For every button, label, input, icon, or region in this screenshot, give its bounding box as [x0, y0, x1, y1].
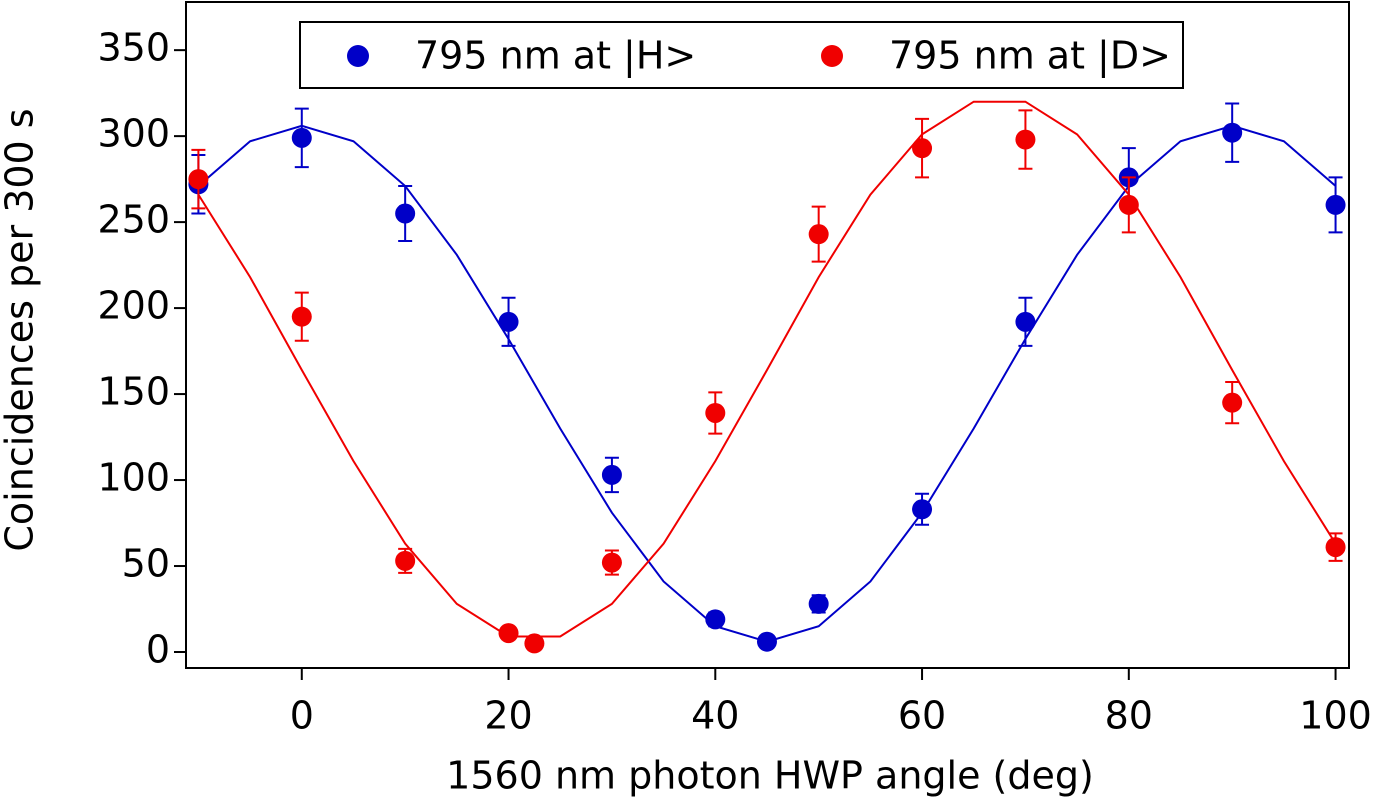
- y-tick-label: 200: [97, 284, 170, 328]
- data-point: [1222, 392, 1243, 413]
- legend-marker: [821, 45, 843, 67]
- data-point: [498, 311, 519, 332]
- data-point: [291, 127, 312, 148]
- x-tick-label: 100: [1299, 694, 1372, 738]
- y-tick-label: 0: [146, 628, 170, 672]
- data-point: [1325, 537, 1346, 558]
- fit-curve: [197, 100, 1337, 638]
- plot-frame: [185, 1, 1350, 669]
- data-point: [705, 609, 726, 630]
- data-point: [1222, 122, 1243, 143]
- y-axis-title: Coincidences per 300 s: [0, 108, 42, 551]
- y-tick-label: 250: [97, 198, 170, 242]
- data-point: [1118, 194, 1139, 215]
- legend-label: 795 nm at |H>: [415, 34, 696, 79]
- x-tick-label: 0: [290, 694, 314, 738]
- y-tick-label: 50: [122, 542, 170, 586]
- x-tick-label: 20: [484, 694, 532, 738]
- data-point: [808, 224, 829, 245]
- legend-box: [299, 21, 1184, 89]
- legend-label: 795 nm at |D>: [889, 34, 1171, 79]
- data-point: [291, 306, 312, 327]
- data-point: [756, 631, 777, 652]
- legend-marker: [347, 45, 369, 67]
- data-point: [808, 593, 829, 614]
- data-point: [1015, 311, 1036, 332]
- data-point: [188, 169, 209, 190]
- y-tick-label: 100: [97, 456, 170, 500]
- x-axis-title: 1560 nm photon HWP angle (deg): [446, 754, 1094, 798]
- data-point: [524, 633, 545, 654]
- y-tick-label: 300: [97, 112, 170, 156]
- data-point: [912, 499, 933, 520]
- data-point: [912, 138, 933, 159]
- x-tick-label: 80: [1105, 694, 1153, 738]
- x-tick-label: 40: [691, 694, 739, 738]
- data-point: [395, 203, 416, 224]
- data-point: [395, 550, 416, 571]
- data-point: [1325, 194, 1346, 215]
- data-point: [705, 402, 726, 423]
- x-tick-label: 60: [898, 694, 946, 738]
- data-point: [601, 552, 622, 573]
- data-point: [1015, 129, 1036, 150]
- y-tick-label: 150: [97, 370, 170, 414]
- y-tick-label: 350: [97, 26, 170, 70]
- fit-curve: [197, 124, 1337, 643]
- data-point: [601, 464, 622, 485]
- data-point: [498, 623, 519, 644]
